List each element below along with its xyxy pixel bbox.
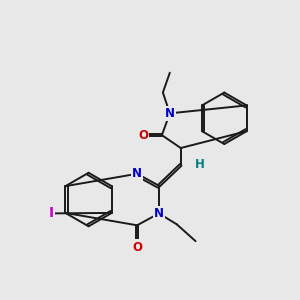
Text: N: N xyxy=(165,107,175,120)
Text: O: O xyxy=(138,129,148,142)
Text: H: H xyxy=(195,158,205,171)
Text: I: I xyxy=(48,206,53,220)
Text: O: O xyxy=(132,241,142,254)
Text: N: N xyxy=(132,167,142,180)
Text: N: N xyxy=(154,207,164,220)
